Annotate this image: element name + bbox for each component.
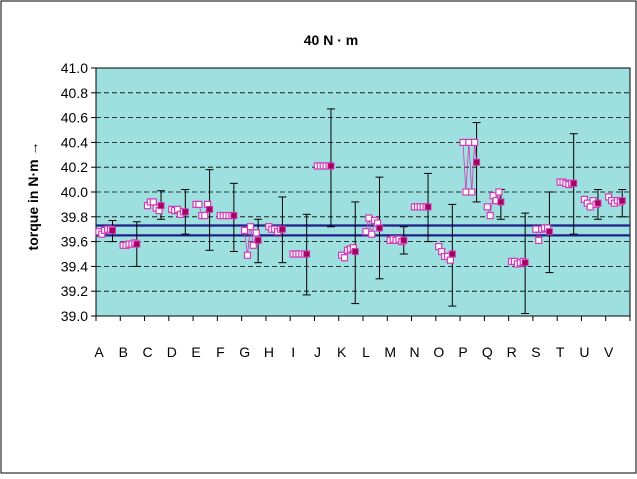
measurement-point	[201, 211, 209, 220]
mean-point	[109, 226, 117, 234]
measurement-point	[340, 254, 349, 262]
x-tick-label: M	[384, 344, 396, 360]
mean-point	[424, 203, 432, 211]
mean-point	[157, 202, 165, 210]
measurement-point	[368, 230, 376, 238]
x-tick-label: V	[604, 344, 614, 360]
y-tick-label: 40.6	[61, 110, 88, 126]
x-tick-label: C	[142, 344, 152, 360]
y-tick-label: 40.0	[61, 184, 88, 200]
mean-point	[545, 228, 553, 236]
measurement-point	[471, 138, 479, 146]
measurement-point	[465, 138, 473, 146]
x-tick-label: Q	[482, 344, 493, 360]
x-tick-label: E	[191, 344, 200, 360]
x-tick-label: G	[239, 344, 250, 360]
chart-title: 40 N · m	[304, 32, 358, 48]
measurement-point	[586, 203, 594, 211]
measurement-point	[246, 223, 254, 231]
x-tick-label: K	[337, 344, 347, 360]
measurement-point	[249, 241, 257, 249]
mean-point	[497, 198, 505, 206]
measurement-point	[532, 225, 540, 233]
mean-point	[618, 197, 626, 205]
measurement-point	[240, 226, 249, 235]
x-tick-label: F	[216, 344, 225, 360]
mean-point	[278, 225, 286, 233]
mean-point	[206, 205, 214, 213]
x-tick-label: T	[556, 344, 565, 360]
y-tick-label: 40.4	[61, 134, 88, 150]
x-tick-label: S	[531, 344, 540, 360]
measurement-point	[252, 229, 260, 237]
mean-point	[521, 259, 529, 267]
y-tick-label: 39.6	[61, 234, 88, 250]
measurement-point	[535, 236, 543, 244]
mean-point	[230, 212, 238, 220]
mean-point	[327, 162, 335, 170]
x-tick-label: H	[264, 344, 274, 360]
measurement-point	[362, 228, 370, 236]
measurement-point	[486, 211, 494, 220]
y-tick-label: 39.0	[61, 308, 88, 324]
measurement-point	[483, 203, 491, 211]
y-tick-label: 40.8	[61, 85, 88, 101]
x-tick-label: B	[119, 344, 128, 360]
plot-area: 39.0 39.2 39.4 39.6 39.8 40.0 40.2 40.4 40.6 40.8…	[61, 60, 631, 360]
mean-point	[303, 250, 311, 258]
mean-point	[473, 158, 481, 166]
mean-point	[376, 224, 384, 232]
x-tick-label: N	[409, 344, 419, 360]
x-tick-label: P	[458, 344, 467, 360]
x-tick-label: J	[314, 344, 321, 360]
mean-point	[594, 199, 602, 207]
measurement-point	[468, 188, 476, 196]
measurement-point	[446, 256, 454, 264]
y-tick-label: 39.2	[61, 283, 88, 299]
mean-point	[133, 240, 141, 248]
mean-point	[400, 236, 408, 244]
mean-point	[448, 250, 456, 258]
y-tick-label: 40.2	[61, 159, 88, 175]
x-tick-label: R	[507, 344, 517, 360]
x-tick-label: I	[291, 344, 295, 360]
x-tick-label: O	[433, 344, 444, 360]
measurement-point	[195, 200, 203, 208]
y-axis-label: torque in N·m →	[25, 142, 41, 251]
measurement-point	[243, 251, 252, 259]
measurement-point	[149, 198, 157, 206]
mean-point	[254, 236, 262, 244]
mean-point	[181, 208, 189, 216]
x-tick-label: D	[167, 344, 177, 360]
measurement-point	[462, 188, 470, 196]
x-tick-label: L	[362, 344, 370, 360]
measurement-point	[495, 188, 503, 196]
measurement-point	[365, 214, 373, 222]
mean-point	[351, 248, 359, 256]
x-tick-label: U	[579, 344, 589, 360]
y-tick-label: 41.0	[61, 60, 88, 76]
measurement-point	[459, 138, 467, 146]
mean-point	[570, 179, 578, 187]
y-tick-label: 39.8	[61, 209, 88, 225]
y-tick-label: 39.4	[61, 258, 88, 274]
x-tick-label: A	[94, 344, 104, 360]
